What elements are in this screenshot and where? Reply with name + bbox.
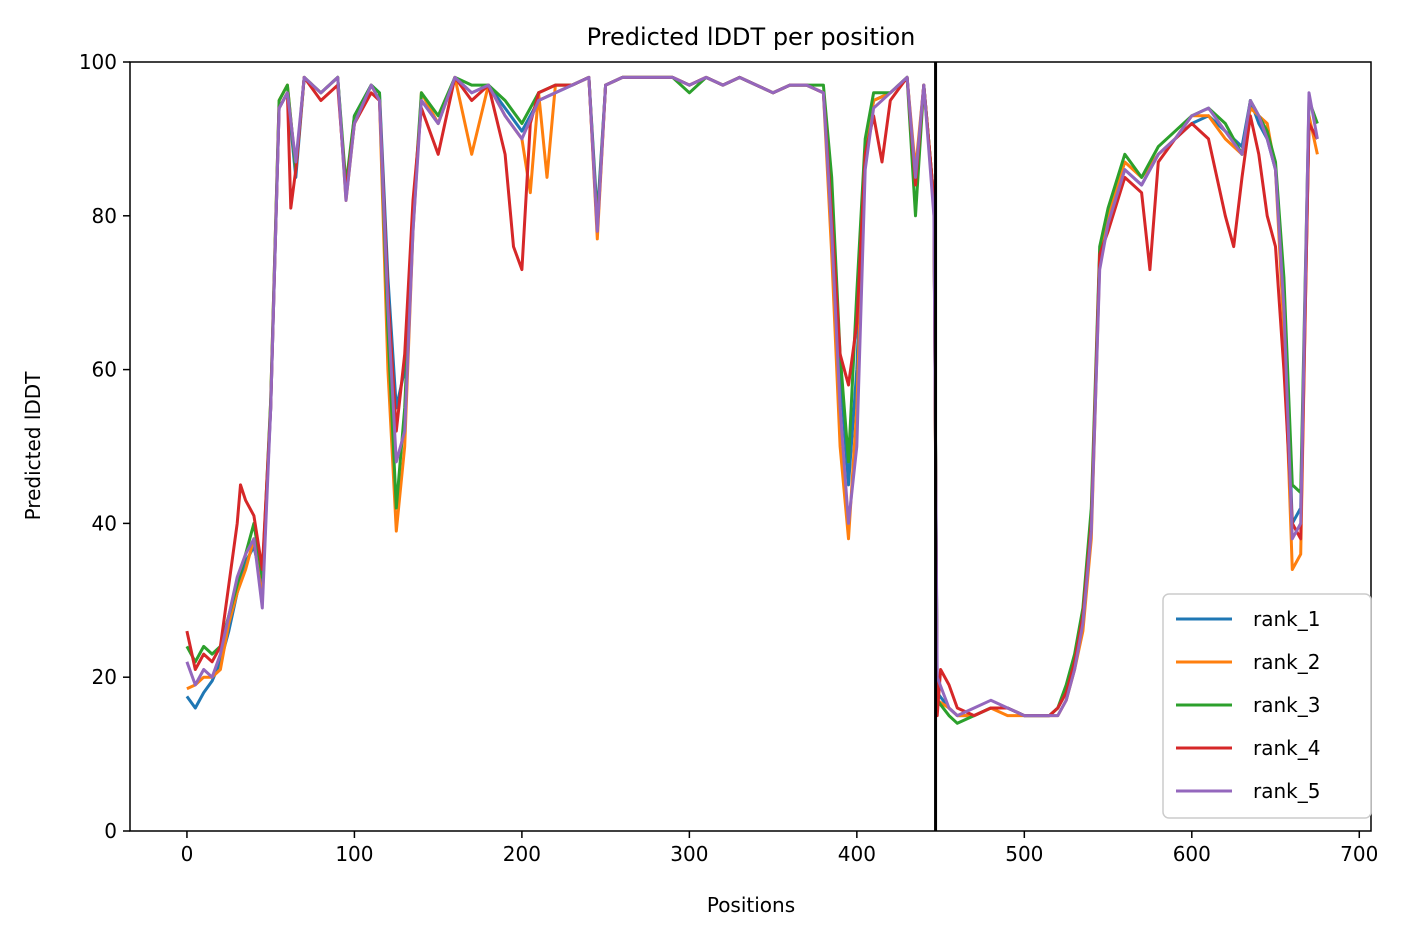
y-tick-label: 20 [92, 665, 117, 689]
plot-area [129, 61, 1372, 832]
x-axis: 0 100 200 300 400 500 600 700 [181, 831, 1378, 866]
x-tick-label: 700 [1340, 842, 1378, 866]
legend-label-rank_3: rank_3 [1253, 693, 1320, 717]
series-layer [185, 75, 1319, 725]
legend-label-rank_5: rank_5 [1253, 779, 1320, 803]
legend-label-rank_1: rank_1 [1253, 607, 1320, 631]
legend-label-rank_2: rank_2 [1253, 650, 1320, 674]
y-tick-label: 100 [79, 50, 117, 74]
x-tick-label: 0 [181, 842, 194, 866]
y-axis: 0 20 40 60 80 100 [79, 50, 130, 843]
axes-frame [129, 61, 1372, 832]
x-tick-label: 300 [670, 842, 708, 866]
x-tick-label: 200 [503, 842, 541, 866]
x-tick-label: 400 [838, 842, 876, 866]
legend-label-rank_4: rank_4 [1253, 736, 1320, 760]
x-tick-label: 500 [1005, 842, 1043, 866]
y-tick-label: 0 [104, 819, 117, 843]
y-tick-label: 80 [92, 204, 117, 228]
x-tick-label: 100 [335, 842, 373, 866]
chart-title: Predicted lDDT per position [587, 23, 916, 51]
y-tick-label: 60 [92, 358, 117, 382]
legend-box [1162, 593, 1372, 819]
x-tick-label: 600 [1173, 842, 1211, 866]
legend: rank_1 rank_2 rank_3 rank_4 rank_5 [1162, 593, 1372, 819]
series-line-rank_5 [185, 75, 1319, 718]
legend-items: rank_1 rank_2 rank_3 rank_4 rank_5 [1176, 607, 1320, 803]
x-axis-label: Positions [707, 893, 795, 917]
y-axis-label: Predicted lDDT [21, 371, 45, 521]
y-tick-label: 40 [92, 511, 117, 535]
